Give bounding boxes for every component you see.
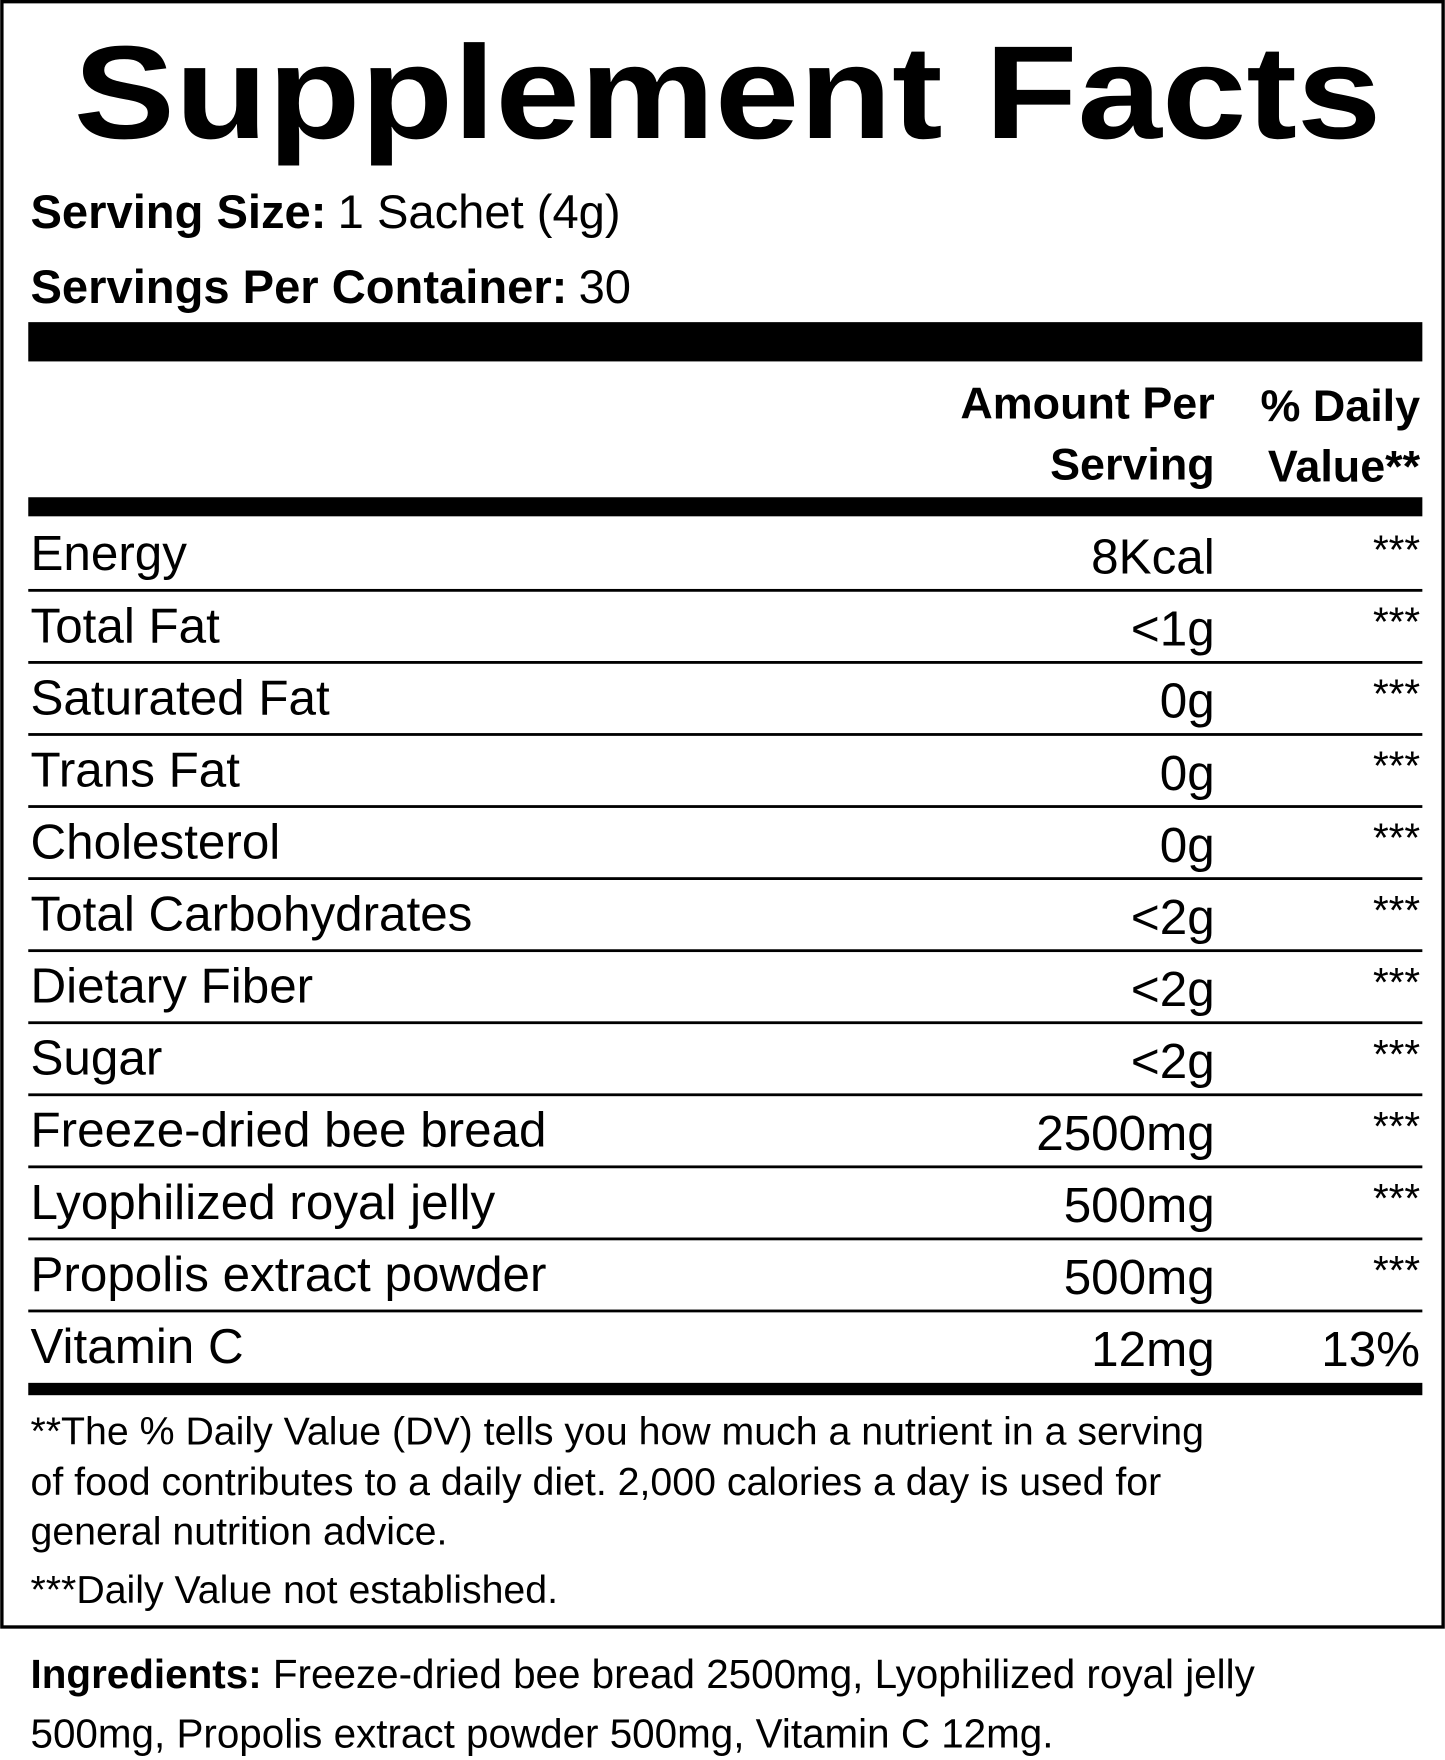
amount: 500mg	[1064, 1250, 1215, 1305]
row-divider	[28, 1165, 1423, 1169]
row-divider	[28, 1309, 1423, 1313]
amount: 0g	[1160, 674, 1215, 729]
daily-value: ***	[1373, 959, 1420, 1005]
daily-value: ***	[1373, 1103, 1420, 1149]
footnote: ***Daily Value not established.	[31, 1568, 559, 1612]
amount: 0g	[1160, 746, 1215, 801]
amount: 2500mg	[1036, 1106, 1214, 1161]
serving-size: Serving Size: 1 Sachet (4g)	[31, 185, 621, 238]
nutrient-name: Lyophilized royal jelly	[31, 1175, 496, 1230]
servings-label: Servings Per Container:	[31, 260, 568, 313]
daily-value: ***	[1373, 1031, 1420, 1077]
footnote: **The % Daily Value (DV) tells you how m…	[31, 1410, 1204, 1454]
row-divider	[28, 1093, 1423, 1097]
serving-size-label: Serving Size:	[31, 185, 327, 238]
daily-value: ***	[1373, 671, 1420, 717]
dv-header: Value**	[1268, 441, 1421, 492]
nutrient-name: Trans Fat	[31, 742, 241, 797]
thick-rule	[28, 322, 1423, 362]
daily-value: ***	[1373, 1175, 1420, 1221]
amount: <2g	[1131, 962, 1215, 1017]
nutrient-name: Saturated Fat	[31, 670, 330, 725]
nutrient-name: Cholesterol	[31, 814, 281, 869]
amount: 12mg	[1091, 1322, 1215, 1377]
amount: <1g	[1131, 602, 1215, 657]
amount: <2g	[1131, 890, 1215, 945]
nutrient-rows: Energy 8Kcal *** Total Fat <1g *** Saturated F…	[28, 526, 1423, 1377]
row-divider	[28, 805, 1423, 808]
nutrient-name: Vitamin C	[31, 1319, 244, 1374]
amount: <2g	[1131, 1034, 1215, 1089]
row-divider	[28, 733, 1423, 736]
nutrient-name: Sugar	[31, 1031, 163, 1086]
thick-rule	[28, 1382, 1423, 1396]
ingredients-label: Ingredients:	[31, 1651, 262, 1697]
nutrient-name: Dietary Fiber	[31, 959, 314, 1014]
row-divider	[28, 949, 1423, 953]
row-divider	[28, 877, 1423, 880]
nutrient-name: Total Fat	[31, 598, 221, 653]
nutrient-name: Total Carbohydrates	[31, 887, 473, 942]
dv-header: % Daily	[1260, 380, 1420, 431]
servings-value: 30	[579, 260, 631, 313]
nutrient-name: Energy	[31, 526, 188, 581]
ingredients-text: Freeze-dried bee bread 2500mg, Lyophiliz…	[273, 1651, 1256, 1697]
amount-header: Amount Per	[960, 378, 1214, 429]
daily-value: ***	[1373, 599, 1420, 645]
footnote: general nutrition advice.	[31, 1509, 448, 1553]
daily-value: ***	[1373, 815, 1420, 861]
daily-value: ***	[1373, 1247, 1420, 1293]
amount-header: Serving	[1050, 438, 1215, 489]
row-divider	[28, 588, 1423, 592]
amount: 0g	[1160, 818, 1215, 873]
amount: 8Kcal	[1091, 530, 1215, 585]
row-divider	[28, 1021, 1423, 1025]
nutrient-name: Freeze-dried bee bread	[31, 1103, 547, 1158]
ingredients: Ingredients: Freeze-dried bee bread 2500m…	[31, 1651, 1256, 1697]
amount: 500mg	[1064, 1178, 1215, 1233]
panel-border	[0, 0, 1445, 1629]
servings-per-container: Servings Per Container: 30	[31, 260, 632, 313]
thick-rule	[28, 497, 1423, 517]
ingredients-text: 500mg, Propolis extract powder 500mg, Vi…	[31, 1711, 1054, 1757]
daily-value: ***	[1373, 887, 1420, 933]
footnote: of food contributes to a daily diet. 2,0…	[31, 1460, 1162, 1504]
nutrient-name: Propolis extract powder	[31, 1247, 547, 1302]
serving-size-value: 1 Sachet (4g)	[338, 185, 621, 238]
title: Supplement Facts	[74, 19, 1382, 167]
daily-value: ***	[1373, 526, 1420, 572]
row-divider	[28, 1237, 1423, 1241]
daily-value: 13%	[1321, 1322, 1420, 1377]
daily-value: ***	[1373, 743, 1420, 789]
row-divider	[28, 661, 1423, 664]
